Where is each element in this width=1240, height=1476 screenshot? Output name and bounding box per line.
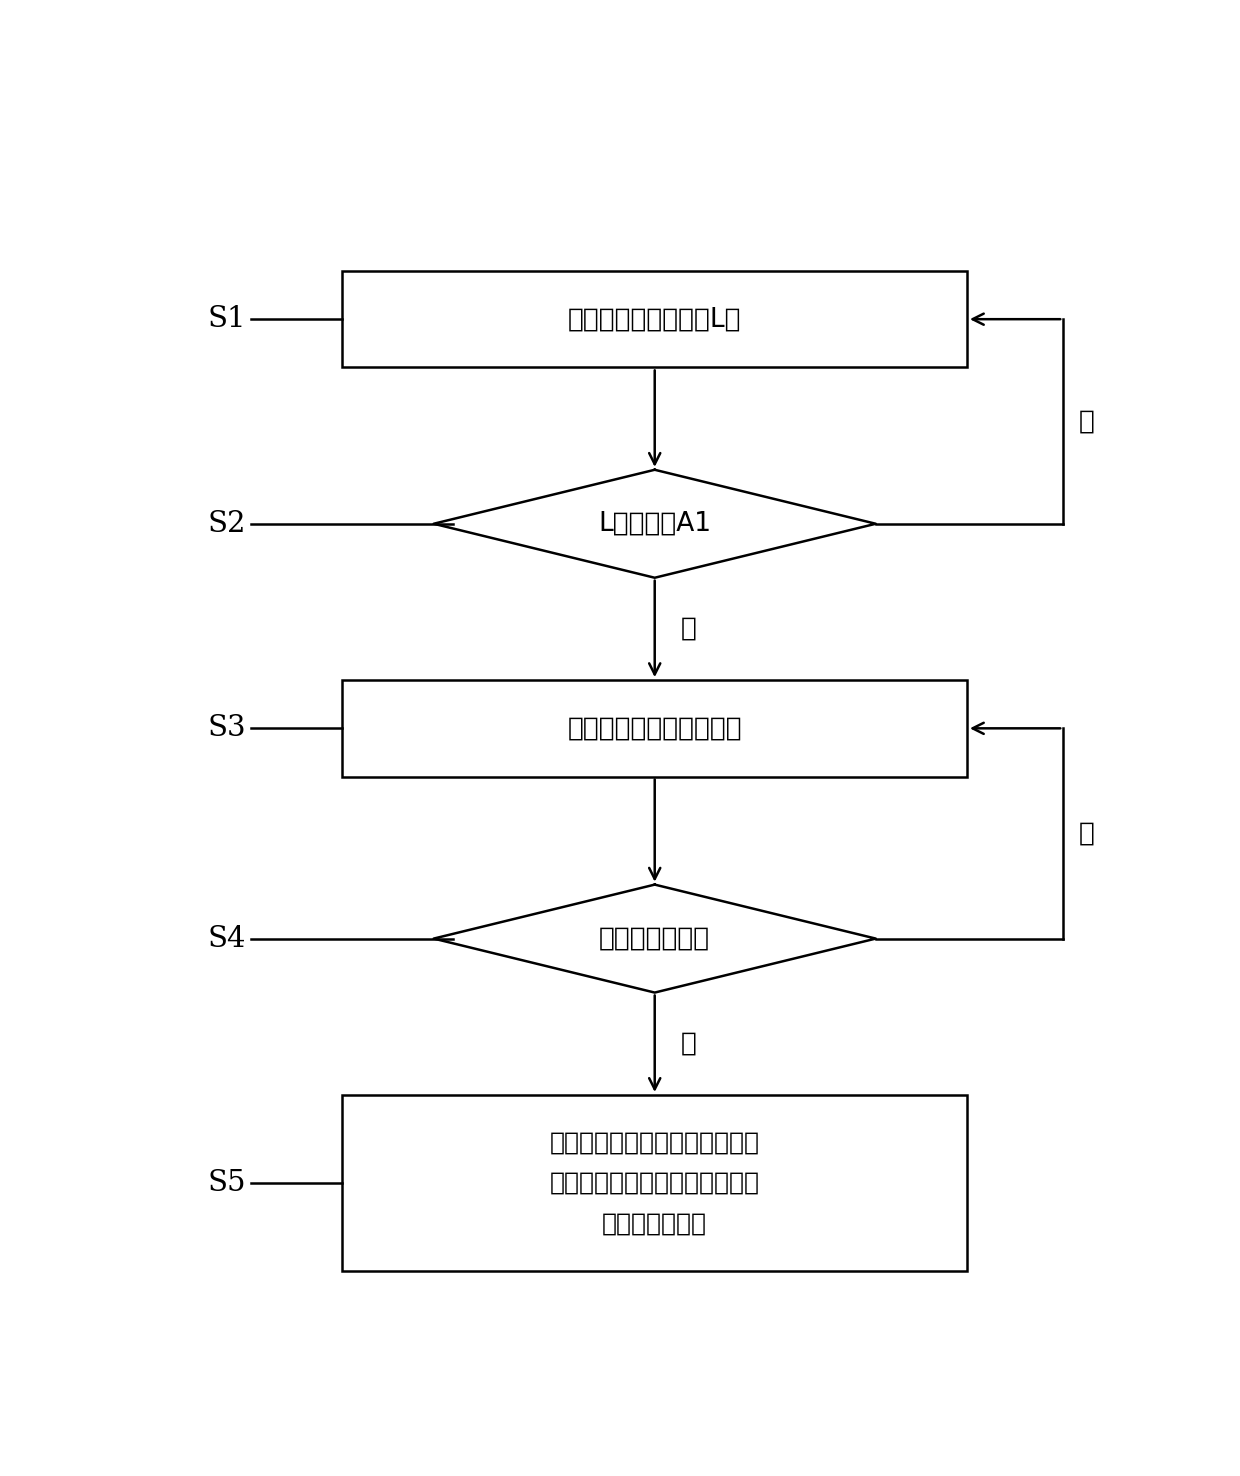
Text: S2: S2: [208, 509, 247, 537]
Text: S3: S3: [208, 714, 247, 742]
Text: S5: S5: [208, 1169, 247, 1197]
Text: 是: 是: [681, 1030, 697, 1057]
Text: L是否小于A1: L是否小于A1: [598, 511, 712, 537]
Text: 限制发动机的输出动力；: 限制发动机的输出动力；: [568, 716, 742, 741]
Text: 否: 否: [1079, 821, 1095, 846]
Text: 获取车辆的跟车车距L；: 获取车辆的跟车车距L；: [568, 306, 742, 332]
FancyBboxPatch shape: [342, 272, 967, 368]
FancyBboxPatch shape: [342, 1095, 967, 1271]
Text: 否: 否: [1079, 409, 1095, 434]
FancyBboxPatch shape: [342, 680, 967, 776]
Text: S4: S4: [208, 924, 247, 952]
Text: 第一冻结扭矩。: 第一冻结扭矩。: [603, 1212, 707, 1235]
Text: S1: S1: [208, 306, 247, 334]
Polygon shape: [434, 884, 875, 992]
Text: 是: 是: [681, 615, 697, 642]
Text: 是否有换档请求: 是否有换档请求: [599, 925, 711, 952]
Polygon shape: [434, 469, 875, 577]
Text: 换档前冻结当前扭矩输出作为第: 换档前冻结当前扭矩输出作为第: [549, 1131, 760, 1154]
Text: 一冻结扭矩，换挡后直接恢复至: 一冻结扭矩，换挡后直接恢复至: [549, 1170, 760, 1196]
